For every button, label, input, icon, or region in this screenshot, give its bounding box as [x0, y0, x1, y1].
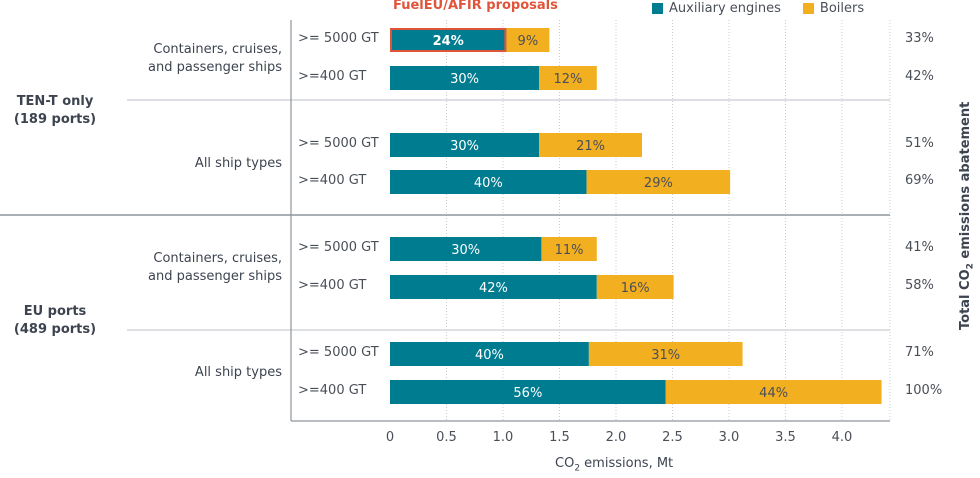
x-tick-label: 0 [386, 430, 394, 445]
x-tick-label: 1.0 [493, 430, 514, 445]
total-abatement-label: 42% [905, 69, 934, 84]
total-abatement-label: 51% [905, 136, 934, 151]
bar-boilers [588, 342, 743, 366]
x-tick-label: 0.5 [436, 430, 457, 445]
bar-label-boilers: 16% [621, 281, 650, 296]
x-tick-label: 4.0 [832, 430, 853, 445]
row-label: >= 5000 GT [298, 240, 379, 255]
bar-auxiliary-engines [390, 133, 540, 157]
x-axis-title-suffix: emissions, Mt [580, 456, 674, 471]
total-abatement-label: 71% [905, 345, 934, 360]
bar-auxiliary-engines [390, 275, 597, 299]
row-label: >= 5000 GT [298, 345, 379, 360]
group-label-line: (489 ports) [13, 321, 97, 337]
subgroup-label: Containers, cruises, and passenger ships [12, 250, 282, 286]
bar-boilers [539, 66, 597, 90]
legend-swatch-aux [652, 3, 663, 14]
bar-label-auxiliary: 40% [474, 176, 503, 191]
row-label: >= 5000 GT [298, 136, 379, 151]
bar-label-boilers: 9% [518, 34, 539, 49]
chart-legend: Auxiliary engines Boilers [652, 1, 864, 16]
total-abatement-label: 100% [905, 383, 943, 398]
total-abatement-label: 58% [905, 278, 934, 293]
bar-label-auxiliary: 40% [475, 348, 504, 363]
row-label: >=400 GT [298, 69, 367, 84]
group-label-line: (189 ports) [13, 112, 97, 127]
row-label: >=400 GT [298, 278, 367, 293]
bar-boilers [506, 28, 550, 52]
total-abatement-label: 69% [905, 173, 934, 188]
bar-label-boilers: 11% [555, 243, 584, 258]
x-tick-label: 3.0 [719, 430, 740, 445]
row-label: >=400 GT [298, 383, 367, 398]
row-label: >=400 GT [298, 173, 367, 188]
subgroup-label: All ship types [12, 155, 282, 173]
row-label: >= 5000 GT [298, 31, 379, 46]
bar-boilers [596, 275, 674, 299]
proposal-annotation: FuelEU/AFIR proposals [393, 0, 558, 13]
subgroup-label: All ship types [12, 364, 282, 382]
subgroup-label: Containers, cruises, and passenger ships [12, 41, 282, 77]
bar-label-boilers: 29% [644, 176, 673, 191]
subgroup-label-line: Containers, cruises, [153, 251, 282, 266]
bar-boilers [539, 133, 642, 157]
x-tick-label: 2.5 [662, 430, 683, 445]
x-tick-label: 3.5 [775, 430, 796, 445]
bar-label-boilers: 31% [651, 348, 680, 363]
bar-auxiliary-engines [390, 170, 587, 194]
legend-label-boilers: Boilers [819, 1, 865, 16]
subgroup-label-line: and passenger ships [148, 269, 282, 284]
bar-auxiliary-engines [390, 28, 507, 52]
y2-title-prefix: Total CO [958, 269, 973, 330]
x-tick-label: 2.0 [606, 430, 627, 445]
legend-swatch-boilers [802, 3, 814, 14]
bar-label-auxiliary: 30% [451, 243, 480, 258]
group-label: EU ports (489 ports) [0, 303, 110, 339]
subgroup-label-line: All ship types [194, 365, 282, 380]
group-label-line: EU ports [23, 303, 87, 319]
bar-auxiliary-engines [390, 342, 589, 366]
x-tick-label: 1.5 [549, 430, 570, 445]
legend-label-aux: Auxiliary engines [669, 1, 781, 16]
total-abatement-label: 33% [905, 31, 934, 46]
bar-label-auxiliary: 30% [450, 139, 479, 154]
x-axis-title-prefix: CO [555, 456, 575, 471]
subgroup-label-line: Containers, cruises, [153, 42, 282, 57]
total-abatement-label: 41% [905, 240, 934, 255]
bar-auxiliary-engines [390, 237, 542, 261]
bar-boilers [541, 237, 597, 261]
bar-label-boilers: 21% [576, 139, 605, 154]
bar-label-boilers: 44% [759, 386, 788, 401]
bar-label-auxiliary: 24% [433, 34, 464, 49]
subgroup-label-line: All ship types [194, 155, 282, 171]
highlight-outline [390, 28, 507, 52]
bar-label-auxiliary: 42% [479, 281, 508, 296]
x-axis-title: CO2 emissions, Mt [555, 456, 673, 474]
secondary-y-axis-title: Total CO2 emissions abatement [958, 102, 976, 330]
group-label: TEN-T only (189 ports) [0, 93, 110, 129]
y2-title-sub: 2 [965, 263, 976, 270]
bar-auxiliary-engines [390, 66, 540, 90]
bar-boilers [665, 380, 882, 404]
bar-label-boilers: 12% [554, 72, 583, 87]
y2-title-suffix: emissions abatement [958, 101, 973, 264]
bar-label-auxiliary: 30% [450, 72, 479, 87]
x-axis-title-sub: 2 [574, 463, 581, 474]
group-label-line: TEN-T only [16, 94, 94, 109]
bar-boilers [586, 170, 731, 194]
subgroup-label-line: and passenger ships [148, 60, 282, 75]
bar-auxiliary-engines [390, 380, 666, 404]
bar-label-auxiliary: 56% [513, 386, 542, 401]
